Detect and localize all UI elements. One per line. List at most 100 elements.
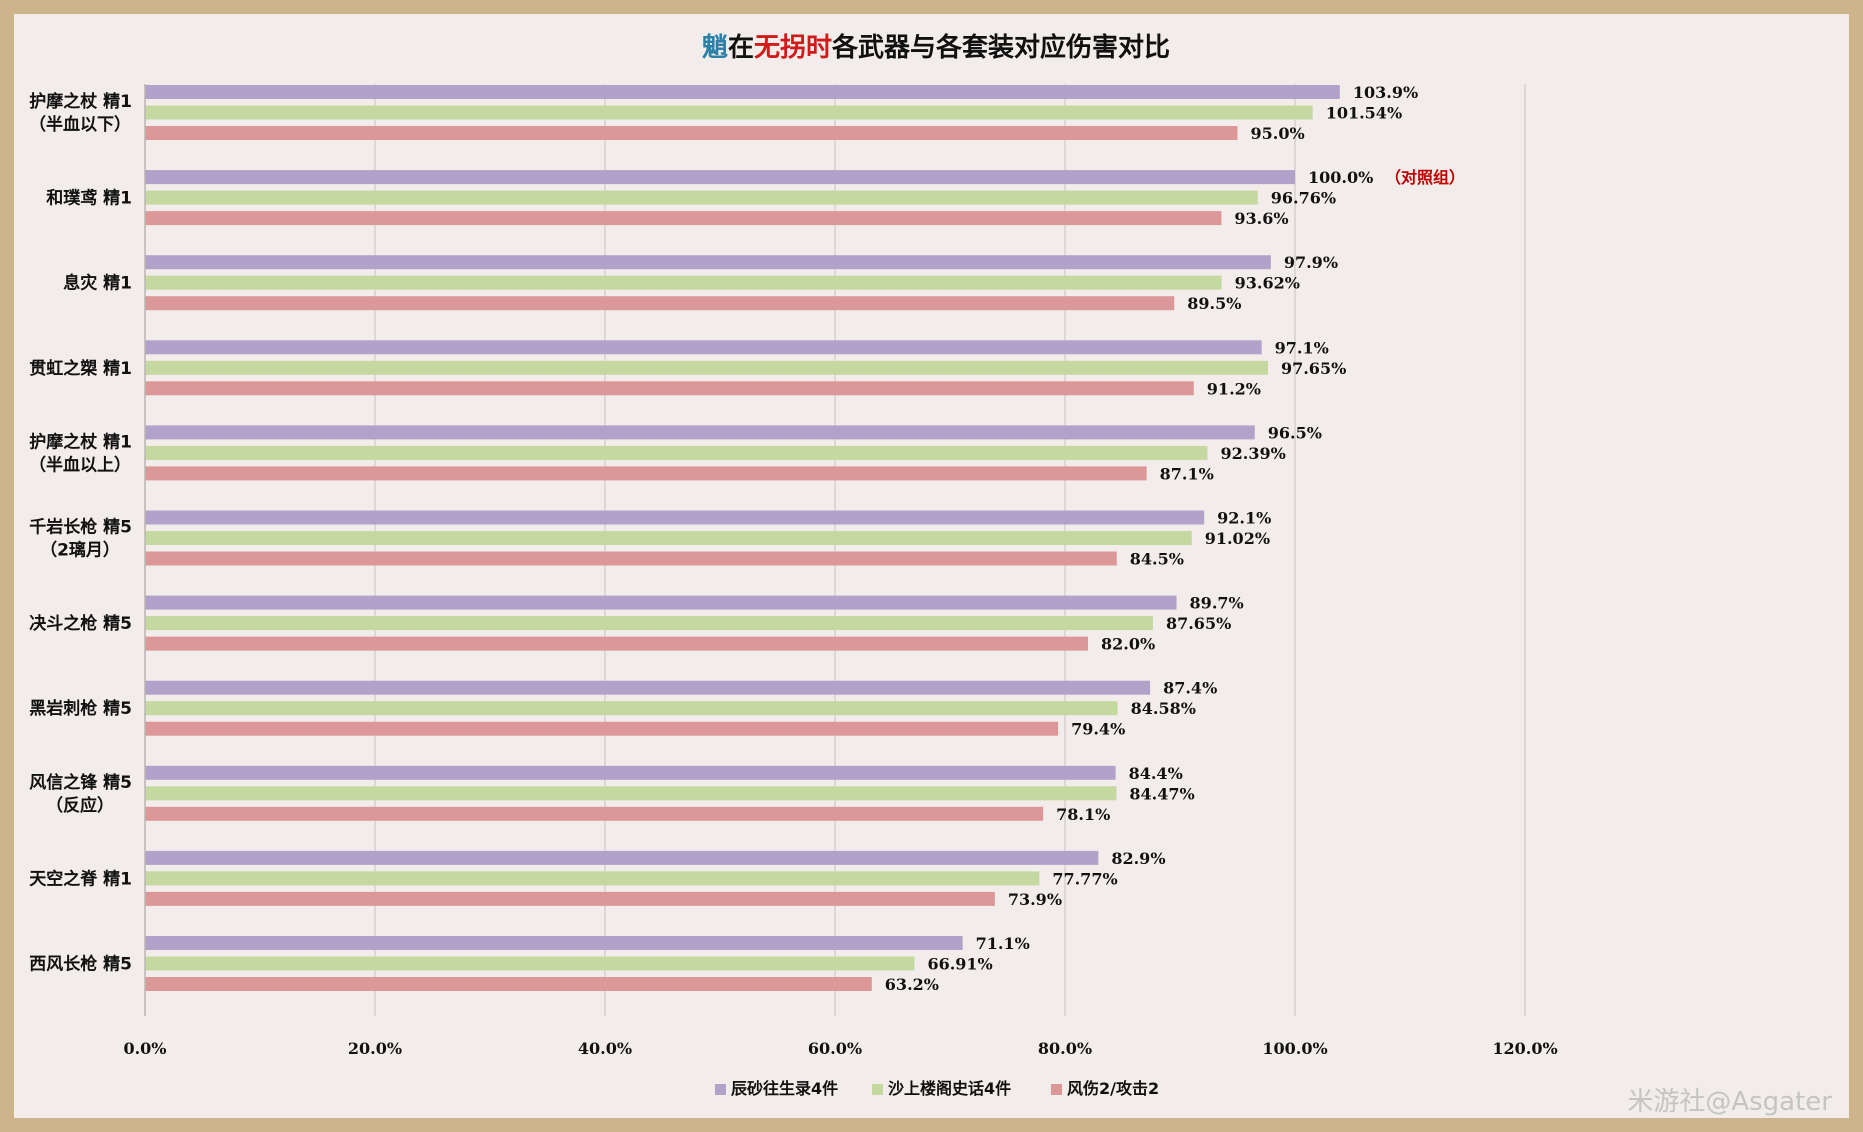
bar (145, 381, 1194, 396)
bar (145, 936, 963, 950)
data-label: 87.65% (1166, 614, 1231, 633)
data-label: 77.77% (1052, 869, 1117, 888)
data-label: 101.54% (1326, 104, 1402, 123)
data-label: 96.76% (1271, 189, 1336, 208)
bar (145, 595, 1177, 610)
bar (145, 360, 1268, 375)
legend-swatch (872, 1084, 883, 1095)
legend: 辰砂往生录4件 沙上楼阁史话4件 风伤2/攻击2 (715, 1079, 1159, 1098)
data-label: 97.65% (1281, 359, 1346, 378)
title-part: 在 (728, 33, 754, 63)
data-label: 89.7% (1190, 594, 1244, 613)
legend-swatch (1051, 1084, 1062, 1095)
watermark: 米游社@Asgater (1627, 1087, 1832, 1117)
annotation-label: （对照组） (1385, 168, 1465, 187)
category-label: 息灾 精1 (63, 273, 132, 294)
bar (145, 786, 1117, 801)
data-label: 87.4% (1163, 679, 1217, 698)
bar (145, 765, 1116, 780)
legend-label: 沙上楼阁史话4件 (888, 1079, 1011, 1098)
bar (145, 721, 1059, 736)
legend-swatch (715, 1084, 726, 1095)
data-label: 93.62% (1235, 274, 1300, 293)
data-label: 79.4% (1071, 720, 1125, 739)
title-part: 无拐时 (754, 33, 832, 63)
data-label: 82.0% (1101, 635, 1155, 654)
bar (145, 296, 1175, 311)
x-tick-label: 80.0% (1038, 1039, 1092, 1058)
data-label: 66.91% (927, 955, 992, 974)
category-label: 千岩长枪 精5 (29, 517, 132, 538)
data-label: 92.39% (1220, 444, 1285, 463)
title-part: 各武器与各套装对应伤害对比 (831, 32, 1170, 63)
bar (145, 170, 1295, 185)
bar (145, 531, 1192, 545)
data-label: 71.1% (976, 934, 1030, 953)
x-tick-label: 100.0% (1262, 1039, 1327, 1058)
category-label: （半血以上） (29, 454, 131, 475)
category-label: （2璃月） (40, 540, 120, 561)
bar (145, 190, 1258, 205)
x-tick-label: 0.0% (123, 1039, 166, 1058)
category-label: 护摩之杖 精1 (29, 91, 132, 112)
data-label: 91.2% (1207, 379, 1261, 398)
bar (145, 255, 1271, 270)
bar (145, 551, 1117, 566)
data-label: 82.9% (1111, 849, 1165, 868)
bar (145, 871, 1040, 886)
bar (145, 636, 1088, 651)
bar-layer (145, 85, 1340, 991)
data-label: 63.2% (885, 975, 939, 994)
x-tick-label: 40.0% (578, 1039, 632, 1058)
category-label: 黑岩刺枪 精5 (29, 698, 132, 719)
data-label: 97.1% (1275, 338, 1329, 357)
axis-layer: 0.0% 20.0% 40.0% 60.0% 80.0% 100.0% 120.0% (123, 84, 1558, 1058)
category-label: （半血以下） (29, 114, 131, 135)
category-label: 天空之脊 精1 (29, 868, 132, 889)
data-label: 103.9% (1353, 83, 1418, 102)
bar (145, 891, 995, 906)
bar (145, 977, 872, 991)
bar (145, 425, 1255, 440)
bar (145, 956, 915, 971)
bar (145, 211, 1222, 226)
legend-label: 辰砂往生录4件 (731, 1079, 838, 1098)
x-tick-label: 20.0% (348, 1039, 402, 1058)
bar (145, 806, 1044, 821)
chart-svg: 103.9%101.54%95.0%护摩之杖 精1（半血以下）100.0% （对照… (29, 32, 1832, 1117)
category-label: 护摩之杖 精1 (29, 431, 132, 452)
chart-title: 魈在无拐时各武器与各套装对应伤害对比 (702, 32, 1170, 63)
data-label: 93.6% (1234, 209, 1288, 228)
data-label: 73.9% (1008, 890, 1062, 909)
bar (145, 340, 1262, 355)
data-label: 89.5% (1187, 294, 1241, 313)
chart-panel: 103.9% 101.54% 95.0% 护摩之杖 精1 （半血以下） 100.0% （对照… (14, 14, 1849, 1118)
legend-label: 风伤2/攻击2 (1067, 1079, 1159, 1098)
data-label: 100.0% (1308, 168, 1373, 187)
category-label: 贯虹之槊 精1 (29, 358, 132, 379)
data-label: 95.0% (1251, 124, 1305, 143)
category-label: （反应） (46, 795, 114, 816)
bar (145, 510, 1205, 525)
bar (145, 466, 1147, 481)
x-tick-label: 60.0% (808, 1039, 862, 1058)
bar (145, 850, 1099, 865)
data-label: 84.4% (1129, 764, 1183, 783)
label-layer: 103.9%101.54%95.0%护摩之杖 精1（半血以下）100.0% （对照… (29, 83, 1465, 994)
x-tick-label: 120.0% (1492, 1039, 1557, 1058)
category-label: 和璞鸢 精1 (46, 188, 132, 209)
bar (145, 105, 1313, 120)
data-label: 96.5% (1268, 423, 1322, 442)
bar (145, 85, 1340, 99)
bar (145, 701, 1118, 716)
data-label: 92.1% (1217, 509, 1271, 528)
data-label: 91.02% (1205, 529, 1270, 548)
data-label: 78.1% (1056, 805, 1110, 824)
data-label: 97.9% (1284, 253, 1338, 272)
category-label: 风信之锋 精5 (29, 772, 132, 793)
data-label: 84.47% (1129, 784, 1194, 803)
category-label: 西风长枪 精5 (29, 954, 132, 975)
bar (145, 275, 1222, 290)
bar (145, 680, 1151, 695)
